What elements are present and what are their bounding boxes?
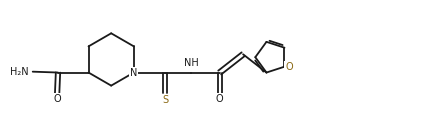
- Text: S: S: [162, 95, 168, 105]
- Text: O: O: [53, 94, 61, 104]
- Text: H₂N: H₂N: [10, 67, 28, 77]
- Text: O: O: [285, 62, 293, 72]
- Text: NH: NH: [184, 58, 199, 68]
- Text: O: O: [216, 94, 224, 104]
- Text: N: N: [130, 68, 137, 77]
